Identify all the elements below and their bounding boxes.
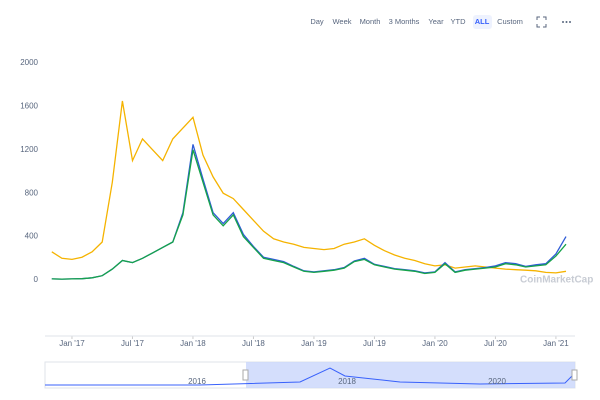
navigator-line	[45, 367, 573, 386]
y-tick-label: 800	[25, 188, 39, 197]
line-series	[51, 144, 567, 280]
x-tick-label: Jan '19	[301, 339, 327, 348]
navigator-label: 2016	[188, 377, 206, 386]
watermark: CoinMarketCap	[520, 275, 593, 286]
y-tick-label: 0	[34, 275, 39, 284]
navigator-label: 2020	[488, 377, 506, 386]
line-series	[51, 100, 567, 274]
x-tick-label: Jul '19	[363, 339, 386, 348]
fullscreen-icon[interactable]	[536, 16, 547, 28]
range-button[interactable]: Year	[428, 17, 444, 26]
y-tick-label: 1600	[20, 102, 38, 111]
range-button[interactable]: YTD	[451, 17, 467, 26]
x-tick-label: Jul '17	[121, 339, 144, 348]
x-tick-label: Jan '21	[543, 339, 569, 348]
y-tick-label: 1200	[20, 145, 38, 154]
navigator-handle[interactable]	[571, 369, 578, 381]
range-button[interactable]: Week	[332, 17, 351, 26]
y-tick-label: 2000	[20, 58, 38, 67]
x-tick-label: Jul '18	[242, 339, 265, 348]
navigator-label: 2018	[338, 377, 356, 386]
x-tick-label: Jul '20	[484, 339, 507, 348]
navigator-handle[interactable]	[242, 369, 249, 381]
y-tick-label: 400	[25, 232, 39, 241]
range-button[interactable]: Custom	[497, 17, 523, 26]
selected-range-bg	[473, 15, 492, 29]
range-button[interactable]: Month	[360, 17, 381, 26]
line-series	[51, 149, 567, 280]
more-icon[interactable]	[562, 21, 571, 23]
x-tick-label: Jan '17	[59, 339, 85, 348]
x-tick-label: Jan '18	[180, 339, 206, 348]
navigator-selection[interactable]	[246, 362, 575, 388]
range-button[interactable]: 3 Months	[389, 17, 420, 26]
range-button[interactable]: ALL	[475, 17, 490, 26]
x-tick-label: Jan '20	[422, 339, 448, 348]
range-button[interactable]: Day	[310, 17, 324, 26]
